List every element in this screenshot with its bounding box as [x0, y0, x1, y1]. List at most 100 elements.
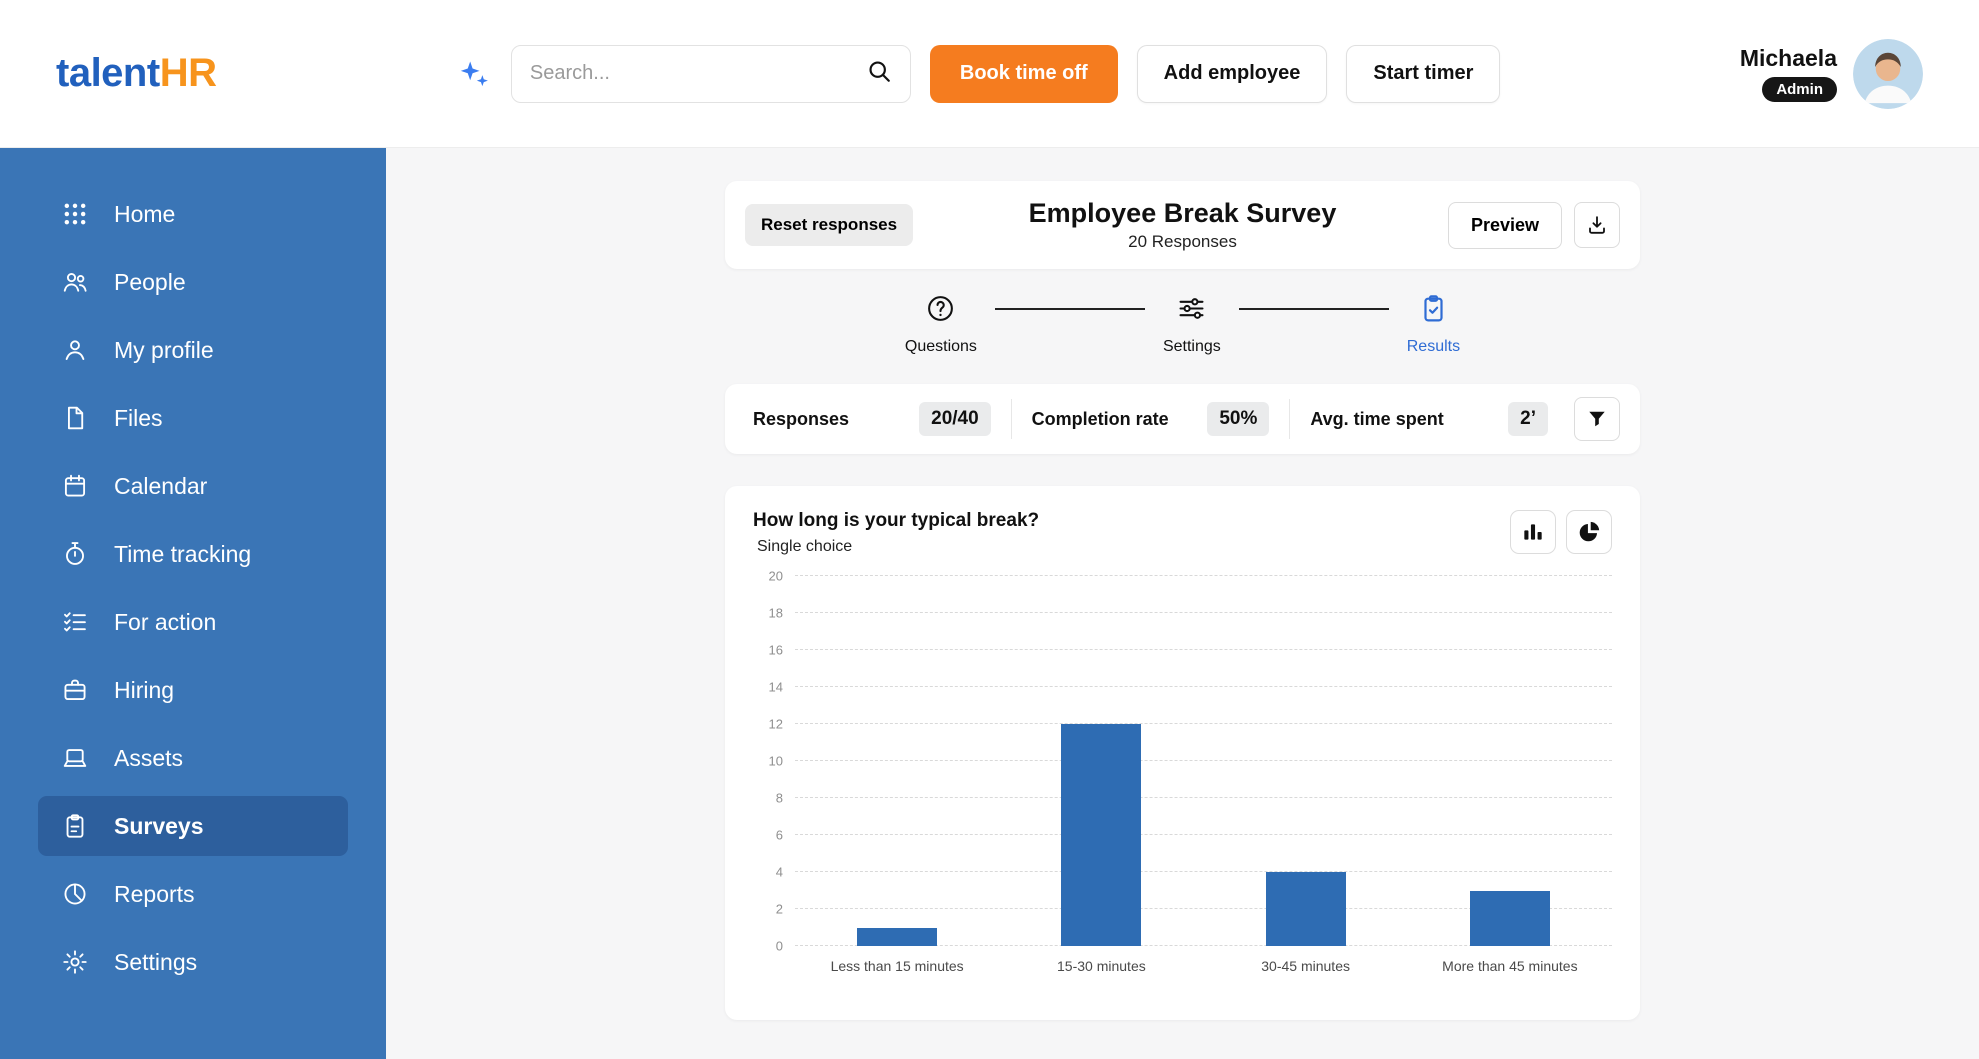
chart-question-title: How long is your typical break?: [753, 510, 1040, 531]
chart-type-toggles: [1510, 510, 1612, 554]
sidebar-item-label: Files: [114, 404, 163, 431]
reset-responses-button[interactable]: Reset responses: [745, 204, 914, 246]
step-label: Questions: [904, 338, 977, 355]
stat-value-badge: 50%: [1207, 402, 1270, 436]
ai-sparkle-icon[interactable]: [456, 56, 492, 92]
sidebar-item-settings[interactable]: Settings: [38, 932, 348, 992]
stat-completion-rate: Completion rate 50%: [1012, 402, 1290, 436]
briefcase-icon: [61, 676, 89, 704]
stat-responses: Responses 20/40: [733, 402, 1011, 436]
bar-column: [999, 576, 1203, 946]
gridline: [795, 723, 1612, 724]
page-title: Employee Break Survey: [1028, 198, 1337, 228]
pie-chart-toggle-button[interactable]: [1566, 510, 1612, 554]
y-tick-label: 14: [768, 679, 783, 695]
y-tick-label: 16: [768, 642, 783, 658]
gridline: [795, 686, 1612, 687]
stepper-connector: [1238, 308, 1389, 310]
book-time-off-button[interactable]: Book time off: [929, 44, 1118, 103]
bar-column: [795, 576, 999, 946]
bar: [1061, 724, 1142, 946]
y-tick-label: 4: [775, 864, 783, 880]
stepper-connector: [994, 308, 1145, 310]
bar-chart: 0 2 4 6 8 10 12 14 16 18 20 Less than 15 minutes 15…: [753, 569, 1612, 978]
gridline: [795, 908, 1612, 909]
calendar-icon: [61, 472, 89, 500]
step-questions[interactable]: Questions: [905, 293, 977, 356]
sidebar-item-calendar[interactable]: Calendar: [38, 456, 348, 516]
x-tick-label: 30-45 minutes: [1261, 958, 1350, 974]
sidebar-item-my-profile[interactable]: My profile: [38, 320, 348, 380]
bar: [1469, 890, 1550, 946]
survey-stepper: Questions Settings: [725, 293, 1640, 356]
start-timer-button[interactable]: Start timer: [1346, 44, 1501, 103]
bar-chart-toggle-button[interactable]: [1510, 510, 1556, 554]
filter-button[interactable]: [1574, 397, 1621, 441]
user-role-badge: Admin: [1762, 77, 1837, 102]
user-meta: Michaela Admin: [1740, 45, 1837, 102]
preview-button[interactable]: Preview: [1447, 201, 1562, 249]
brand-logo-talent: talent: [56, 51, 160, 95]
add-employee-button[interactable]: Add employee: [1136, 44, 1328, 103]
sidebar-item-label: Settings: [114, 948, 198, 975]
chart-question-type: Single choice: [757, 538, 853, 555]
x-tick-label: Less than 15 minutes: [830, 958, 964, 974]
sidebar: Home People My profile Files Calendar: [0, 148, 386, 1059]
sidebar-item-for-action[interactable]: For action: [38, 592, 348, 652]
sidebar-item-label: Assets: [114, 744, 184, 771]
people-icon: [61, 268, 89, 296]
y-tick-label: 20: [768, 568, 783, 584]
x-labels: Less than 15 minutes 15-30 minutes 30-45 m…: [795, 958, 1612, 974]
search-input[interactable]: [529, 62, 866, 85]
y-tick-label: 10: [768, 753, 783, 769]
question-circle-icon: [925, 293, 956, 329]
bar-column: [1204, 576, 1408, 946]
results-clipboard-icon: [1418, 293, 1449, 329]
file-icon: [61, 404, 89, 432]
y-tick-label: 2: [775, 901, 783, 917]
step-label: Results: [1406, 338, 1461, 355]
gridline: [795, 760, 1612, 761]
sidebar-item-label: Hiring: [114, 676, 175, 703]
sidebar-item-files[interactable]: Files: [38, 388, 348, 448]
bars-row: [795, 576, 1612, 946]
avatar[interactable]: [1852, 38, 1923, 109]
stat-label: Completion rate: [1031, 408, 1169, 429]
sidebar-item-surveys[interactable]: Surveys: [38, 796, 348, 856]
step-results[interactable]: Results: [1407, 293, 1460, 356]
user-icon: [61, 336, 89, 364]
grid-icon: [61, 200, 89, 228]
survey-header-actions: Preview: [1447, 201, 1620, 249]
gridline: [795, 612, 1612, 613]
gridline: [795, 945, 1612, 946]
topbar-center: Book time off Add employee Start timer: [456, 44, 1501, 103]
user-block[interactable]: Michaela Admin: [1740, 38, 1923, 109]
main-content: Reset responses Employee Break Survey 20…: [386, 148, 1979, 1059]
sidebar-item-assets[interactable]: Assets: [38, 728, 348, 788]
sidebar-item-time-tracking[interactable]: Time tracking: [38, 524, 348, 584]
survey-header-card: Reset responses Employee Break Survey 20…: [725, 181, 1640, 269]
divider: [1289, 399, 1291, 439]
y-tick-label: 0: [775, 938, 783, 954]
sidebar-item-people[interactable]: People: [38, 252, 348, 312]
topbar: talentHR Book time off Add employee Star…: [0, 0, 1979, 148]
y-tick-label: 8: [775, 790, 783, 806]
bar-plot: [795, 575, 1612, 946]
step-settings[interactable]: Settings: [1163, 293, 1221, 356]
search-icon[interactable]: [866, 58, 892, 89]
stat-value-badge: 20/40: [919, 402, 991, 436]
gridline: [795, 834, 1612, 835]
download-button[interactable]: [1574, 202, 1620, 248]
sidebar-item-hiring[interactable]: Hiring: [38, 660, 348, 720]
brand-logo-hr: HR: [159, 51, 217, 95]
gear-icon: [61, 948, 89, 976]
y-tick-label: 6: [775, 827, 783, 843]
bar: [1265, 872, 1346, 946]
sidebar-item-label: People: [114, 268, 186, 295]
stat-avg-time: Avg. time spent 2’: [1290, 402, 1568, 436]
sidebar-item-home[interactable]: Home: [38, 184, 348, 244]
brand-logo[interactable]: talentHR: [56, 51, 217, 96]
sliders-icon: [1176, 293, 1207, 329]
sidebar-item-label: Surveys: [114, 812, 204, 839]
sidebar-item-reports[interactable]: Reports: [38, 864, 348, 924]
